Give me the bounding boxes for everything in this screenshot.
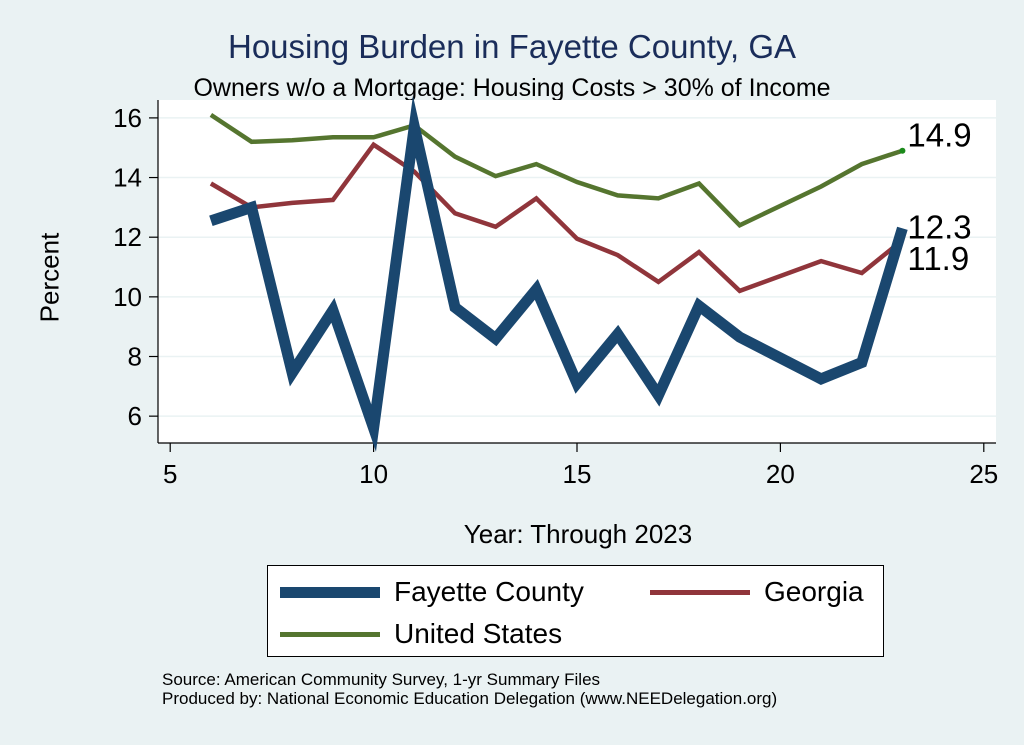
legend-item-georgia: Georgia <box>650 576 864 608</box>
legend-swatch-fayette <box>280 586 380 598</box>
chart-title: Housing Burden in Fayette County, GA <box>227 28 797 65</box>
series-line-fayette <box>209 95 908 452</box>
x-tick-label: 25 <box>969 459 998 489</box>
x-tick-label: 5 <box>163 459 177 489</box>
y-tick-label: 14 <box>113 163 142 193</box>
data-label-georgia: 11.9 <box>907 240 969 277</box>
data-label-fayette: 12.3 <box>907 208 971 245</box>
x-tick-label: 15 <box>563 459 592 489</box>
y-tick-label: 12 <box>113 222 142 252</box>
x-axis-label: Year: Through 2023 <box>463 519 693 549</box>
chart-subtitle: Owners w/o a Mortgage: Housing Costs > 3… <box>193 74 831 102</box>
series-line-georgia <box>209 141 904 294</box>
series-line-us <box>209 113 904 229</box>
legend-swatch-georgia <box>650 589 750 595</box>
legend: Fayette County Georgia United States <box>267 565 884 657</box>
y-tick-label: 16 <box>113 103 142 133</box>
producer-line: Produced by: National Economic Education… <box>162 689 778 708</box>
source-line: Source: American Community Survey, 1-yr … <box>162 670 601 689</box>
legend-item-us: United States <box>280 618 562 650</box>
legend-label-georgia: Georgia <box>764 576 864 607</box>
x-tick-label: 20 <box>766 459 795 489</box>
legend-label-us: United States <box>394 618 563 649</box>
legend-label-fayette: Fayette County <box>394 576 584 607</box>
legend-item-fayette: Fayette County <box>280 576 584 608</box>
x-tick-label: 10 <box>359 459 388 489</box>
source-note: Source: American Community Survey, 1-yr … <box>162 670 777 708</box>
legend-swatch-us <box>280 631 380 637</box>
y-tick-label: 10 <box>113 282 142 312</box>
us-end-point <box>899 147 906 154</box>
y-tick-label: 8 <box>128 342 142 372</box>
y-tick-label: 6 <box>128 401 142 431</box>
data-label-us: 14.9 <box>907 117 971 154</box>
